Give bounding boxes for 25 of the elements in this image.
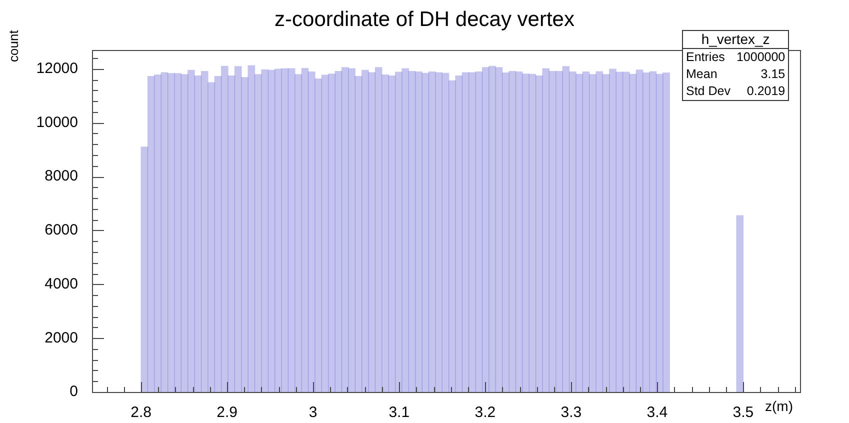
annotation: Std Dev	[685, 83, 732, 100]
x-axis-title: z(m)	[765, 398, 793, 414]
y-tick-label: 6000	[44, 222, 78, 239]
y-tick-label: 0	[70, 383, 78, 400]
annotation: Mean	[685, 66, 718, 83]
y-tick-label: 10000	[36, 114, 78, 131]
chart-title: z-coordinate of DH decay vertex	[274, 8, 576, 32]
y-tick-label: 8000	[44, 168, 78, 185]
y-tick-label: 12000	[36, 60, 78, 77]
annotation: 1000000	[735, 49, 786, 66]
annotation: Entries	[685, 49, 726, 66]
annotation: 0.2019	[746, 83, 786, 100]
y-tick-label: 4000	[44, 275, 78, 292]
x-tick-label: 3.2	[474, 404, 496, 422]
y-axis-title: count	[6, 30, 21, 62]
text: h_vertex_z	[682, 30, 789, 48]
x-tick-label: 3.1	[388, 404, 410, 422]
x-tick-label: 3	[308, 404, 318, 422]
annotation: 3.15	[760, 66, 786, 83]
x-tick-label: 3.3	[560, 404, 582, 422]
x-tick-label: 2.8	[130, 404, 152, 422]
y-tick-label: 2000	[44, 329, 78, 346]
x-tick-label: 2.9	[216, 404, 238, 422]
x-tick-label: 3.5	[732, 404, 754, 422]
x-tick-label: 3.4	[646, 404, 668, 422]
